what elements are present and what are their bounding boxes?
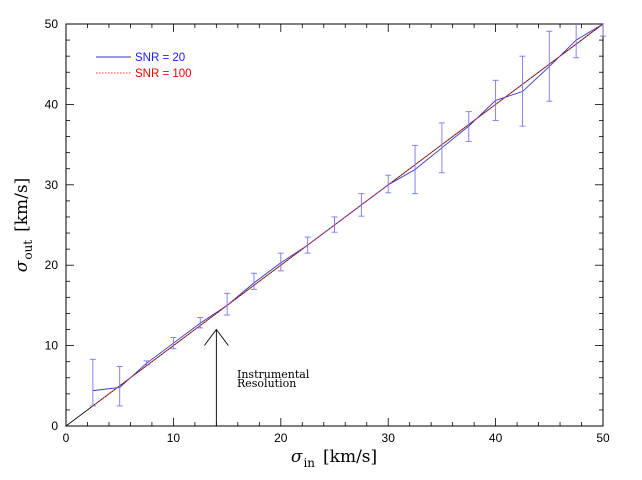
x-axis-label: σin [km/s]: [291, 447, 377, 470]
x-axis-label-unit: [km/s]: [323, 447, 377, 467]
annotation-text-line-2: Resolution: [237, 377, 296, 390]
y-tick-label: 30: [45, 178, 59, 192]
axis-ticks: [65, 23, 604, 427]
y-tick-label: 50: [45, 17, 59, 31]
y-tick-label: 10: [45, 339, 59, 353]
series-layer: [89, 23, 606, 407]
y-axis-label-subscript: out: [21, 240, 35, 260]
legend: SNR = 20 SNR = 100: [96, 52, 192, 80]
annotation-text-line-1: Instrumental: [237, 368, 310, 381]
annotation-arrow-head: [204, 328, 229, 346]
x-axis-label-subscript: in: [303, 456, 315, 470]
x-tick-label: 30: [382, 431, 396, 445]
series-line-snr-20: [92, 23, 604, 392]
y-tick-label: 40: [45, 97, 59, 111]
y-axis-label-symbol: σ: [12, 260, 32, 272]
axis-tick-labels: 0 10 20 30 40 50 0 10 20 30 40 50: [45, 17, 610, 445]
x-tick-label: 10: [167, 431, 181, 445]
legend-label-snr100: SNR = 100: [135, 68, 192, 80]
instrumental-resolution-annotation: Instrumental Resolution: [204, 328, 310, 426]
x-tick-label: 40: [489, 431, 503, 445]
y-axis-label-unit: [km/s]: [12, 178, 32, 232]
y-tick-label: 0: [51, 419, 58, 433]
x-tick-label: 20: [274, 431, 288, 445]
legend-label-snr20: SNR = 20: [135, 52, 185, 64]
y-axis-label: σout [km/s]: [12, 178, 35, 273]
plot-frame: [65, 23, 604, 427]
y-tick-label: 20: [45, 258, 59, 272]
x-axis-label-symbol: σ: [291, 447, 303, 467]
x-tick-label: 50: [596, 431, 610, 445]
x-tick-label: 0: [63, 431, 70, 445]
